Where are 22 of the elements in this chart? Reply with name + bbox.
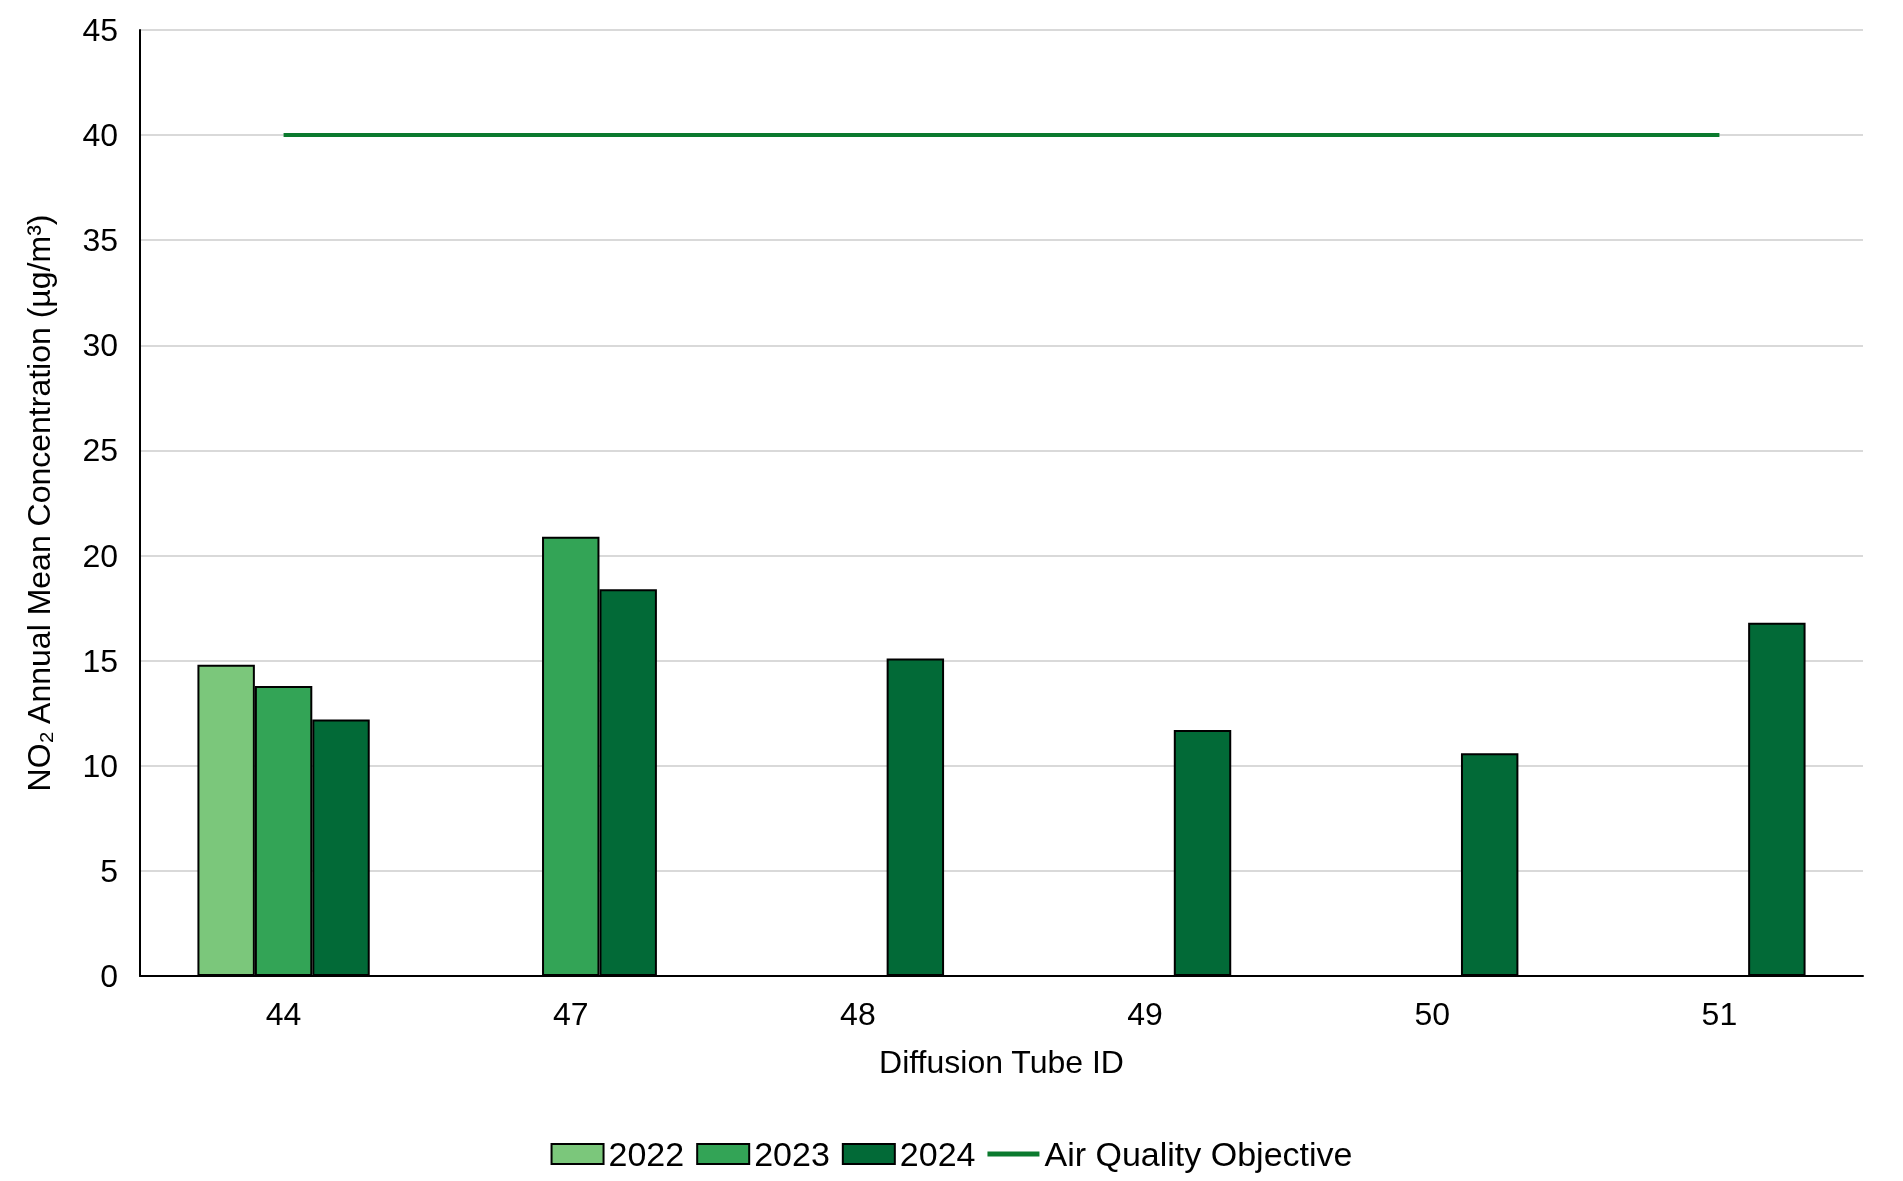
y-tick-label: 15 [82,642,118,679]
y-tick-label: 25 [82,432,118,469]
legend-label: 2022 [608,1135,685,1173]
x-tick-label: 47 [552,996,589,1032]
legend-label: 2024 [899,1135,976,1173]
y-tick-label: 45 [82,12,118,48]
y-tick-label: 10 [82,747,118,784]
y-tick-label: 35 [82,222,118,259]
y-tick-label: 0 [100,958,118,994]
x-tick-label: 51 [1701,996,1738,1032]
y-tick-label: 20 [82,537,118,574]
legend-label: 2023 [754,1135,830,1173]
y-tick-label: 5 [100,852,118,889]
y-tick-label: 40 [82,117,118,154]
y-axis-title: NO₂ Annual Mean Concentration (µg/m³) [21,214,57,792]
y-tick-label: 30 [82,327,118,364]
x-axis-title: Diffusion Tube ID [879,1044,1124,1080]
x-tick-label: 50 [1414,996,1451,1032]
x-tick-label: 49 [1127,996,1163,1032]
x-tick-label: 48 [840,996,876,1032]
legend-label: Air Quality Objective [1044,1135,1353,1173]
x-tick-label: 44 [265,996,302,1032]
